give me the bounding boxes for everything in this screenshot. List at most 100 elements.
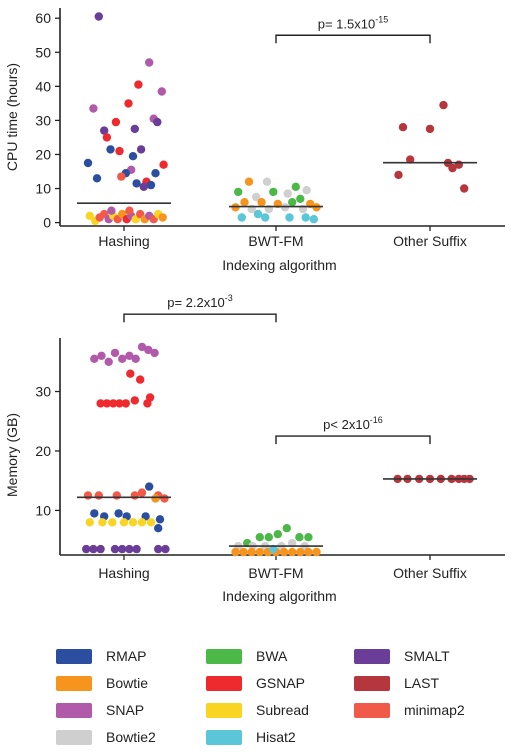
cpu-point-rmap xyxy=(92,174,102,183)
cpu-point-smalt xyxy=(139,182,148,191)
memory-point-bowtie xyxy=(247,547,256,557)
legend-label: Hisat2 xyxy=(256,729,296,745)
legend-swatch xyxy=(354,675,390,691)
memory-point-snap xyxy=(97,351,106,360)
memory-point-subread xyxy=(98,518,107,527)
cpu-point-smalt xyxy=(100,126,109,135)
cpu-category-label: BWT-FM xyxy=(248,233,303,249)
memory-point-rmap xyxy=(114,509,123,518)
cpu-point-bowtie2 xyxy=(302,186,311,195)
memory-point-hisat2 xyxy=(269,544,278,554)
memory-point-snap xyxy=(125,351,134,360)
cpu-point-last xyxy=(406,155,415,164)
memory-point-bowtie xyxy=(279,547,289,557)
memory-point-smalt xyxy=(110,544,120,554)
cpu-point-last xyxy=(448,163,457,173)
legend-item-bowtie2: Bowtie2 xyxy=(56,726,156,748)
memory-point-bowtie2 xyxy=(288,538,297,548)
legend-item-hisat2: Hisat2 xyxy=(206,726,296,748)
cpu-point-hisat2 xyxy=(309,215,318,224)
cpu-point-rmap xyxy=(83,158,93,168)
cpu-point-smalt xyxy=(130,124,139,134)
cpu-point-subread xyxy=(85,211,95,220)
cpu-y-axis-title: CPU time (hours) xyxy=(4,63,20,171)
memory-point-minimap2 xyxy=(130,491,139,500)
memory-point-bowtie xyxy=(255,547,264,557)
legend-swatch xyxy=(354,648,390,664)
cpu-y-tick-label: 40 xyxy=(35,78,51,94)
legend-label: Subread xyxy=(256,702,309,718)
legend-item-smalt: SMALT xyxy=(354,645,450,667)
cpu-category-label: Hashing xyxy=(98,233,149,249)
memory-point-bwa xyxy=(304,533,313,542)
legend-swatch xyxy=(206,675,242,691)
memory-point-snap xyxy=(144,345,153,355)
cpu-point-last xyxy=(439,100,448,110)
memory-y-axis-title: Memory (GB) xyxy=(4,413,20,497)
memory-p-value-label: p= 2.2x10-3 xyxy=(167,293,232,310)
memory-y-tick-label: 10 xyxy=(35,502,51,518)
cpu-point-rmap xyxy=(106,145,115,154)
memory-panel: 10 20 30 Hashing BWT-FM Other Suffix Indexing … xyxy=(4,293,505,604)
cpu-y-tick-label: 60 xyxy=(35,10,51,26)
memory-point-rmap xyxy=(90,509,99,518)
memory-significance-bracket xyxy=(275,435,431,445)
memory-point-bowtie xyxy=(312,547,321,557)
cpu-point-rmap xyxy=(146,180,156,190)
cpu-point-snap xyxy=(89,104,98,113)
cpu-y-tick-label: 50 xyxy=(35,44,51,60)
cpu-point-hisat2 xyxy=(285,213,294,222)
cpu-x-axis-title: Indexing algorithm xyxy=(222,257,336,273)
cpu-point-bwa xyxy=(296,194,305,203)
memory-point-rmap xyxy=(154,524,163,533)
memory-category-label: Other Suffix xyxy=(393,565,467,581)
cpu-point-snap xyxy=(145,58,154,67)
memory-point-minimap2 xyxy=(137,488,147,497)
cpu-point-smalt xyxy=(153,117,162,127)
memory-point-bowtie xyxy=(231,547,240,557)
memory-category-label: Hashing xyxy=(98,565,149,581)
legend-swatch xyxy=(56,648,92,664)
cpu-time-panel: 0 10 20 30 40 50 60 Hashing BWT-FM Other Suffix In… xyxy=(4,8,505,273)
memory-p-value-label: p< 2x10-16 xyxy=(323,415,383,432)
legend-swatch xyxy=(354,702,390,718)
cpu-point-last xyxy=(460,184,469,193)
cpu-point-bwa xyxy=(288,198,297,207)
memory-point-smalt xyxy=(125,544,134,554)
cpu-point-hisat2 xyxy=(301,213,310,222)
memory-point-subread xyxy=(85,518,95,527)
cpu-y-tick-label: 10 xyxy=(35,181,51,197)
cpu-point-last xyxy=(398,123,408,132)
memory-point-smalt xyxy=(161,544,170,554)
memory-point-smalt xyxy=(132,544,141,554)
memory-point-gsnap xyxy=(136,375,145,384)
memory-point-snap xyxy=(90,354,99,363)
memory-point-bwa xyxy=(282,524,291,533)
legend-item-bowtie: Bowtie xyxy=(56,672,148,694)
memory-point-bowtie xyxy=(296,547,305,557)
memory-significance-bracket xyxy=(123,313,277,323)
memory-point-snap xyxy=(118,354,127,363)
cpu-point-bowtie xyxy=(158,213,167,222)
cpu-point-smalt xyxy=(94,12,104,21)
cpu-point-bwa xyxy=(291,182,300,191)
memory-point-minimap2 xyxy=(160,494,169,503)
legend-item-gsnap: GSNAP xyxy=(206,672,305,694)
cpu-point-bowtie xyxy=(257,198,266,207)
cpu-point-bowtie2 xyxy=(283,189,292,198)
memory-point-gsnap xyxy=(115,399,124,408)
cpu-point-gsnap xyxy=(102,133,112,142)
cpu-point-last xyxy=(394,170,403,180)
memory-point-subread xyxy=(108,518,117,527)
memory-point-subread xyxy=(137,518,147,527)
cpu-point-bowtie2 xyxy=(262,177,272,186)
memory-category-label: BWT-FM xyxy=(248,565,303,581)
legend-item-rmap: RMAP xyxy=(56,645,146,667)
memory-point-subread xyxy=(146,518,156,527)
memory-point-gsnap xyxy=(130,396,139,405)
memory-point-rmap xyxy=(145,482,154,491)
memory-point-minimap2 xyxy=(94,491,104,500)
cpu-point-gsnap xyxy=(111,117,121,127)
cpu-point-bowtie xyxy=(240,198,249,207)
